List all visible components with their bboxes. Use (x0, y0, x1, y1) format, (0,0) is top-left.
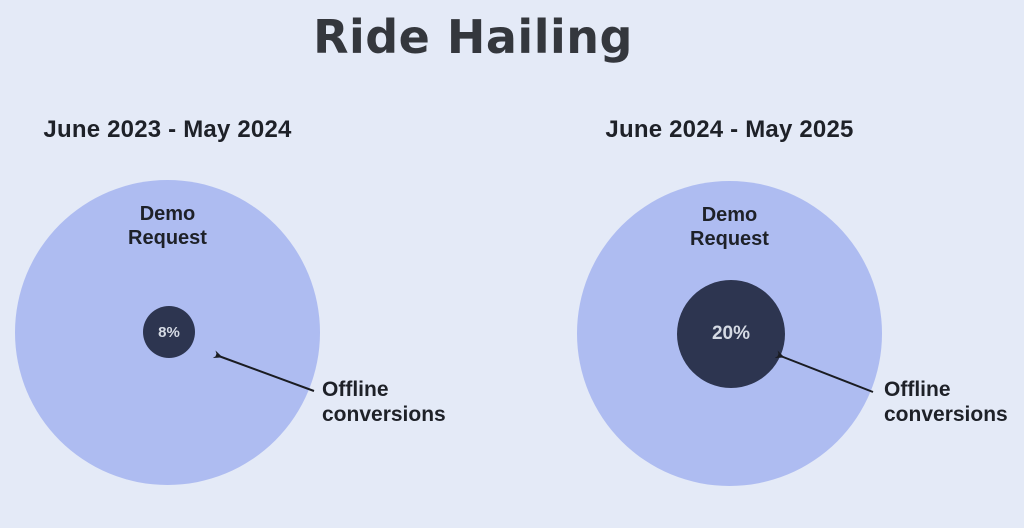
left-offline-conversions-circle: 8% (143, 306, 195, 358)
right-offline-conversions-annotation: Offline conversions (884, 378, 1008, 426)
right-period-label: June 2024 - May 2025 (605, 116, 854, 143)
left-demo-request-label: Demo Request (128, 203, 207, 250)
right-demo-request-label: Demo Request (690, 204, 769, 251)
right-offline-conversions-value: 20% (711, 323, 751, 344)
left-offline-conversions-annotation: Offline conversions (322, 378, 446, 426)
left-period-label: June 2023 - May 2024 (43, 116, 292, 143)
page-title: Ride Hailing (313, 10, 633, 64)
right-offline-conversions-circle: 20% (677, 280, 785, 388)
left-offline-conversions-value: 8% (158, 323, 180, 341)
